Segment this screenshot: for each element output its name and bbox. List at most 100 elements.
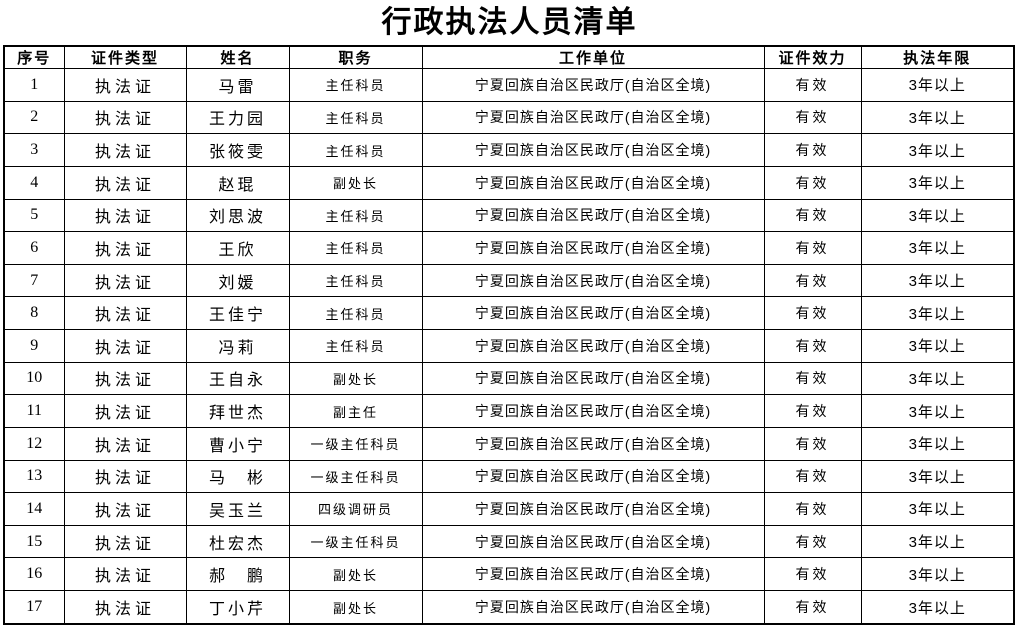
page-title: 行政执法人员清单 (381, 6, 638, 39)
cell-validity: 有效 (763, 133, 862, 167)
table-row: 16 执法证郝 鹏副处长 宁夏回族自治区民政厅(自治区全境) 有效 3年以上 (3, 557, 1015, 591)
cell-years: 3年以上 (860, 68, 1015, 102)
cell-years: 3年以上 (860, 524, 1015, 559)
table-row: 4 执法证 赵琨 副处长 宁夏回族自治区民政厅(自治区全境) 有效 3年以上 (3, 165, 1015, 200)
cell-work-unit: 宁夏回族自治区民政厅(自治区全境) (421, 198, 765, 233)
cell-validity: 有效 (763, 100, 862, 135)
table-row: 9 执法证 冯莉 主任科员 宁夏回族自治区民政厅(自治区全境) 有效 3年以上 (3, 329, 1015, 363)
table-row: 13 执法证马 彬一级主任科员 宁夏回族自治区民政厅(自治区全境) 有效 3年以上 (3, 459, 1015, 494)
column-header-validity: 证件效力 (763, 45, 862, 69)
cell-years: 3年以上 (860, 459, 1015, 494)
cell-position: 四级调研员 (288, 492, 423, 526)
cell-name: 刘思波 (185, 198, 290, 233)
table-row: 14 执法证 吴玉兰 四级调研员 宁夏回族自治区民政厅(自治区全境) 有效 3年以上 (3, 492, 1015, 526)
cell-name: 吴玉兰 (185, 492, 290, 526)
cell-name: 曹小宁 (185, 426, 290, 461)
cell-cert-type: 执法证 (63, 426, 187, 461)
cell-name: 王欣 (185, 231, 290, 265)
cell-years: 3年以上 (860, 492, 1015, 526)
cell-work-unit: 宁夏回族自治区民政厅(自治区全境) (421, 100, 765, 135)
table-row: 12 执法证 曹小宁 一级主任科员 宁夏回族自治区民政厅(自治区全境) 有效 3年以上 (3, 426, 1015, 461)
table-row: 17 执法证 丁小芹 副处长 宁夏回族自治区民政厅(自治区全境) 有效 3年以上 (3, 590, 1015, 625)
cell-work-unit: 宁夏回族自治区民政厅(自治区全境) (421, 459, 765, 494)
table-row: 5 执法证 刘思波 主任科员 宁夏回族自治区民政厅(自治区全境) 有效 3年以上 (3, 198, 1015, 233)
column-header-no: 序号 (3, 45, 65, 69)
cell-position: 副处长 (288, 361, 423, 396)
table-row: 3 执法证 张筱雯 主任科员 宁夏回族自治区民政厅(自治区全境) 有效 3年以上 (3, 133, 1015, 167)
table-row: 6 执法证 王欣 主任科员 宁夏回族自治区民政厅(自治区全境) 有效 3年以上 (3, 231, 1015, 265)
cell-name: 张筱雯 (185, 133, 290, 167)
table-row: 11 执法证 拜世杰 副主任 宁夏回族自治区民政厅(自治区全境) 有效 3年以上 (3, 394, 1015, 428)
cell-position: 主任科员 (288, 133, 423, 167)
cell-cert-type: 执法证 (63, 296, 187, 330)
cell-years: 3年以上 (860, 100, 1015, 135)
cell-position: 副处长 (288, 590, 423, 625)
cell-cert-type: 执法证 (63, 557, 187, 591)
cell-name: 马雷 (185, 68, 290, 102)
cell-cert-type: 执法证 (63, 590, 187, 625)
cell-position: 一级主任科员 (288, 524, 423, 559)
cell-work-unit: 宁夏回族自治区民政厅(自治区全境) (421, 165, 765, 200)
header-row: 序号 证件类型 姓名 职务 工作单位 证件效力 执法年限 (3, 45, 1015, 69)
cell-cert-type: 执法证 (63, 524, 187, 559)
table-row: 7 执法证 刘媛 主任科员 宁夏回族自治区民政厅(自治区全境) 有效 3年以上 (3, 263, 1015, 298)
cell-years: 3年以上 (860, 263, 1015, 298)
table-header: 序号 证件类型 姓名 职务 工作单位 证件效力 执法年限 (3, 45, 1015, 69)
cell-cert-type: 执法证 (63, 394, 187, 428)
cell-cert-type: 执法证 (63, 68, 187, 102)
cell-cert-type: 执法证 (63, 231, 187, 265)
cell-name: 丁小芹 (185, 590, 290, 625)
cell-no: 14 (3, 492, 65, 526)
cell-cert-type: 执法证 (63, 492, 187, 526)
cell-cert-type: 执法证 (63, 263, 187, 298)
cell-years: 3年以上 (860, 165, 1015, 200)
cell-work-unit: 宁夏回族自治区民政厅(自治区全境) (421, 68, 765, 102)
cell-validity: 有效 (763, 394, 862, 428)
column-header-years: 执法年限 (860, 45, 1015, 69)
cell-years: 3年以上 (860, 198, 1015, 233)
cell-no: 1 (3, 68, 65, 102)
cell-cert-type: 执法证 (63, 100, 187, 135)
column-header-position: 职务 (288, 45, 423, 69)
cell-validity: 有效 (763, 231, 862, 265)
cell-work-unit: 宁夏回族自治区民政厅(自治区全境) (421, 329, 765, 363)
cell-cert-type: 执法证 (63, 361, 187, 396)
table-row: 2 执法证 王力园 主任科员 宁夏回族自治区民政厅(自治区全境) 有效 3年以上 (3, 100, 1015, 135)
cell-no: 9 (3, 329, 65, 363)
cell-years: 3年以上 (860, 231, 1015, 265)
cell-name: 杜宏杰 (185, 524, 290, 559)
cell-validity: 有效 (763, 198, 862, 233)
cell-no: 8 (3, 296, 65, 330)
cell-validity: 有效 (763, 492, 862, 526)
cell-position: 主任科员 (288, 100, 423, 135)
cell-position: 主任科员 (288, 68, 423, 102)
cell-years: 3年以上 (860, 426, 1015, 461)
cell-work-unit: 宁夏回族自治区民政厅(自治区全境) (421, 492, 765, 526)
column-header-work-unit: 工作单位 (421, 45, 765, 69)
cell-position: 一级主任科员 (288, 426, 423, 461)
cell-position: 主任科员 (288, 231, 423, 265)
cell-validity: 有效 (763, 524, 862, 559)
personnel-table: 序号 证件类型 姓名 职务 工作单位 证件效力 执法年限 1 执法证 马雷 主任科员宁… (3, 45, 1015, 625)
table-row: 15 执法证 杜宏杰 一级主任科员 宁夏回族自治区民政厅(自治区全境) 有效 3年以上 (3, 524, 1015, 559)
cell-validity: 有效 (763, 68, 862, 102)
cell-work-unit: 宁夏回族自治区民政厅(自治区全境) (421, 557, 765, 591)
cell-name: 王力园 (185, 100, 290, 135)
cell-work-unit: 宁夏回族自治区民政厅(自治区全境) (421, 263, 765, 298)
cell-no: 15 (3, 524, 65, 559)
cell-position: 副主任 (288, 394, 423, 428)
cell-validity: 有效 (763, 361, 862, 396)
cell-no: 7 (3, 263, 65, 298)
cell-years: 3年以上 (860, 361, 1015, 396)
cell-no: 10 (3, 361, 65, 396)
cell-years: 3年以上 (860, 590, 1015, 625)
table-row: 10 执法证 王自永 副处长 宁夏回族自治区民政厅(自治区全境) 有效 3年以上 (3, 361, 1015, 396)
cell-no: 6 (3, 231, 65, 265)
cell-validity: 有效 (763, 329, 862, 363)
cell-work-unit: 宁夏回族自治区民政厅(自治区全境) (421, 296, 765, 330)
cell-no: 13 (3, 459, 65, 494)
cell-validity: 有效 (763, 426, 862, 461)
cell-validity: 有效 (763, 165, 862, 200)
cell-work-unit: 宁夏回族自治区民政厅(自治区全境) (421, 231, 765, 265)
table-row: 8 执法证 王佳宁 主任科员 宁夏回族自治区民政厅(自治区全境) 有效 3年以上 (3, 296, 1015, 330)
